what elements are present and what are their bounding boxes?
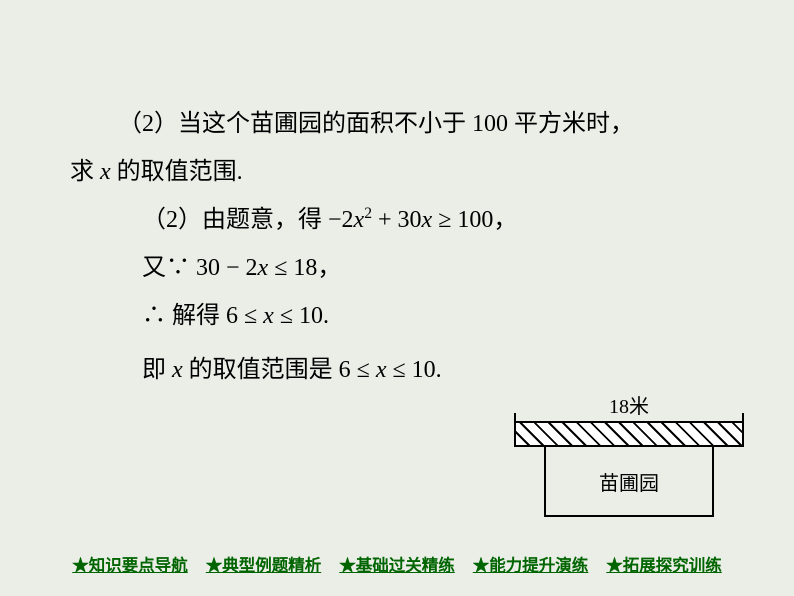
var-x: x [258, 255, 269, 281]
text: 的取值范围. [111, 159, 243, 185]
text: ≥ 100， [432, 207, 517, 233]
text: 又∵ 30 − 2 [142, 255, 258, 281]
text: + 30 [372, 207, 422, 233]
bottom-nav: ★知识要点导航 ★典型例题精析 ★基础过关精练 ★能力提升演练 ★拓展探究训练 [0, 552, 794, 576]
problem-line-1: （2）当这个苗圃园的面积不小于 100 平方米时， [70, 100, 720, 148]
garden-diagram: 18米 苗圃园 [514, 390, 744, 517]
text: 求 [70, 159, 100, 185]
garden-box: 苗圃园 [544, 447, 714, 517]
var-x: x [422, 207, 433, 233]
text: （2）由题意，得 −2 [142, 207, 354, 233]
nav-link-basic[interactable]: ★基础过关精练 [339, 557, 455, 575]
text: ≤ 10. [386, 357, 441, 383]
wall-length-label: 18米 [514, 390, 744, 419]
var-x: x [172, 357, 183, 383]
var-x: x [100, 159, 111, 185]
nav-link-explore[interactable]: ★拓展探究训练 [606, 557, 722, 575]
text: ∴ 解得 6 ≤ [142, 303, 263, 329]
main-content: （2）当这个苗圃园的面积不小于 100 平方米时， 求 x 的取值范围. （2）… [70, 100, 720, 394]
garden-label: 苗圃园 [599, 467, 659, 496]
solution-line-2: 又∵ 30 − 2x ≤ 18， [70, 244, 720, 292]
exponent: 2 [364, 205, 372, 222]
var-x: x [263, 303, 274, 329]
nav-link-ability[interactable]: ★能力提升演练 [473, 557, 589, 575]
var-x: x [376, 357, 387, 383]
solution-line-3: ∴ 解得 6 ≤ x ≤ 10. [70, 292, 720, 340]
solution-line-4: 即 x 的取值范围是 6 ≤ x ≤ 10. [70, 346, 720, 394]
text: 的取值范围是 6 ≤ [183, 357, 376, 383]
text: ≤ 10. [274, 303, 329, 329]
nav-link-knowledge[interactable]: ★知识要点导航 [72, 557, 188, 575]
solution-line-1: （2）由题意，得 −2x2 + 30x ≥ 100， [70, 196, 720, 244]
problem-line-2: 求 x 的取值范围. [70, 148, 720, 196]
text: ≤ 18， [268, 255, 341, 281]
var-x: x [354, 207, 365, 233]
text: 即 [142, 357, 172, 383]
nav-link-examples[interactable]: ★典型例题精析 [206, 557, 322, 575]
wall-bar [514, 421, 744, 447]
